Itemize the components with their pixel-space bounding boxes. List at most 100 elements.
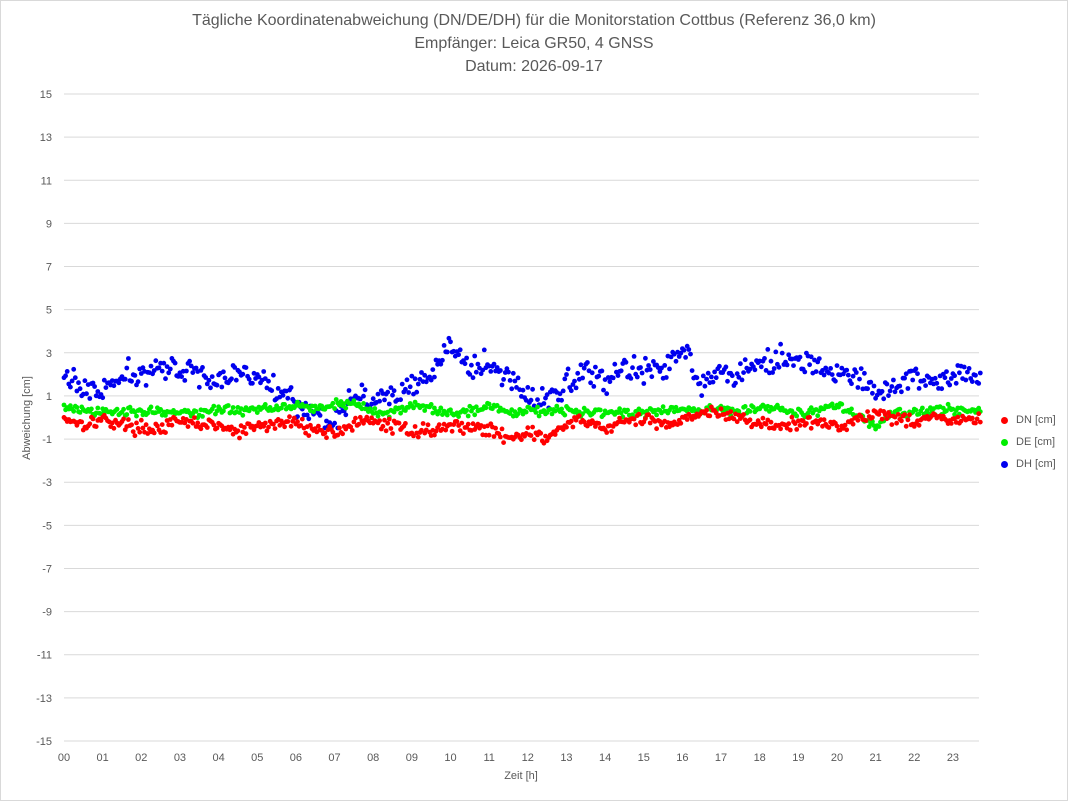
- data-point-dn: [411, 433, 416, 439]
- data-point-dn: [604, 430, 610, 435]
- data-point-dn: [364, 414, 370, 420]
- data-point-dh: [778, 341, 783, 347]
- data-point-dh: [187, 358, 193, 364]
- data-point-dh: [92, 384, 97, 389]
- data-point-dh: [317, 413, 323, 418]
- x-tick-label: 11: [483, 752, 494, 764]
- data-point-dh: [428, 377, 434, 383]
- data-point-de: [282, 402, 287, 407]
- data-point-dh: [362, 387, 368, 393]
- data-point-dn: [894, 420, 899, 426]
- data-point-dh: [638, 365, 643, 370]
- data-point-dh: [913, 366, 919, 372]
- data-point-dh: [770, 370, 775, 375]
- data-point-dh: [977, 370, 983, 376]
- data-point-dn: [519, 437, 524, 443]
- data-point-dh: [498, 368, 503, 373]
- data-point-dh: [501, 377, 506, 382]
- data-point-dh: [580, 375, 585, 381]
- data-point-dh: [440, 357, 445, 363]
- data-point-dh: [539, 386, 545, 391]
- data-point-de: [95, 405, 101, 411]
- data-point-dh: [285, 395, 291, 401]
- data-point-dh: [709, 374, 714, 380]
- data-point-dh: [578, 362, 584, 368]
- data-point-dn: [155, 423, 160, 429]
- data-point-dh: [229, 376, 234, 382]
- data-point-dh: [575, 370, 581, 376]
- data-point-de: [533, 410, 539, 415]
- data-point-dh: [641, 381, 647, 386]
- data-point-dn: [643, 416, 648, 421]
- data-point-dh: [100, 395, 106, 401]
- data-point-dn: [457, 428, 463, 434]
- data-point-dh: [209, 374, 215, 379]
- data-point-dn: [850, 421, 856, 427]
- data-point-dh: [385, 389, 391, 395]
- y-tick-label: -9: [42, 607, 52, 619]
- data-point-dh: [101, 377, 107, 383]
- data-point-dn: [93, 424, 99, 429]
- data-point-dh: [111, 383, 117, 389]
- chart-title: Tägliche Koordinatenabweichung (DN/DE/DH…: [192, 12, 876, 29]
- data-point-dn: [501, 440, 506, 445]
- data-point-dn: [855, 417, 861, 423]
- data-point-dh: [857, 376, 862, 382]
- data-point-dh: [868, 379, 874, 385]
- y-tick-label: 1: [46, 391, 52, 403]
- data-point-dh: [802, 369, 808, 375]
- x-tick-label: 08: [367, 752, 379, 764]
- data-point-dh: [631, 354, 637, 359]
- data-point-dh: [122, 376, 128, 382]
- data-point-dh: [464, 355, 469, 361]
- y-tick-label: -11: [37, 650, 52, 662]
- data-point-dh: [702, 383, 708, 389]
- data-point-dh: [494, 365, 500, 370]
- data-point-dn: [797, 423, 803, 428]
- x-tick-label: 12: [522, 752, 534, 764]
- data-point-dh: [415, 381, 421, 387]
- data-point-de: [876, 424, 882, 429]
- data-point-dn: [731, 416, 737, 422]
- data-point-dh: [733, 380, 738, 386]
- data-point-dh: [734, 371, 740, 377]
- data-point-dh: [705, 370, 711, 376]
- data-point-dh: [915, 371, 920, 377]
- data-point-dn: [646, 412, 651, 418]
- data-point-de: [920, 405, 925, 411]
- data-point-dn: [905, 417, 911, 423]
- y-tick-label: 13: [40, 132, 52, 144]
- data-point-dn: [396, 420, 402, 426]
- data-point-dn: [631, 416, 637, 422]
- data-point-dn: [243, 431, 249, 437]
- data-point-dn: [530, 424, 535, 430]
- data-point-dn: [465, 421, 471, 427]
- data-point-dh: [438, 361, 444, 367]
- data-point-dh: [673, 358, 679, 364]
- data-point-dh: [208, 385, 213, 391]
- data-point-dh: [414, 389, 420, 395]
- data-point-dn: [130, 429, 136, 434]
- x-tick-label: 09: [406, 752, 418, 764]
- data-point-dn: [380, 423, 386, 429]
- data-point-dh: [773, 349, 779, 355]
- data-point-dh: [71, 366, 77, 372]
- data-point-dh: [612, 361, 618, 367]
- data-point-dh: [646, 363, 651, 368]
- data-point-de: [747, 409, 753, 414]
- data-point-dh: [588, 380, 593, 386]
- data-point-dh: [444, 349, 450, 355]
- data-point-dh: [520, 387, 526, 393]
- data-point-dh: [203, 375, 209, 380]
- data-point-de: [618, 410, 624, 416]
- data-point-dn: [237, 435, 242, 441]
- data-point-dh: [359, 382, 365, 388]
- data-point-de: [114, 406, 120, 412]
- data-point-dh: [271, 372, 276, 378]
- data-point-dh: [327, 420, 333, 425]
- data-point-dn: [195, 420, 201, 426]
- data-point-dn: [349, 428, 355, 433]
- data-point-de: [736, 408, 742, 414]
- data-point-dh: [752, 367, 758, 373]
- x-tick-label: 03: [174, 752, 186, 764]
